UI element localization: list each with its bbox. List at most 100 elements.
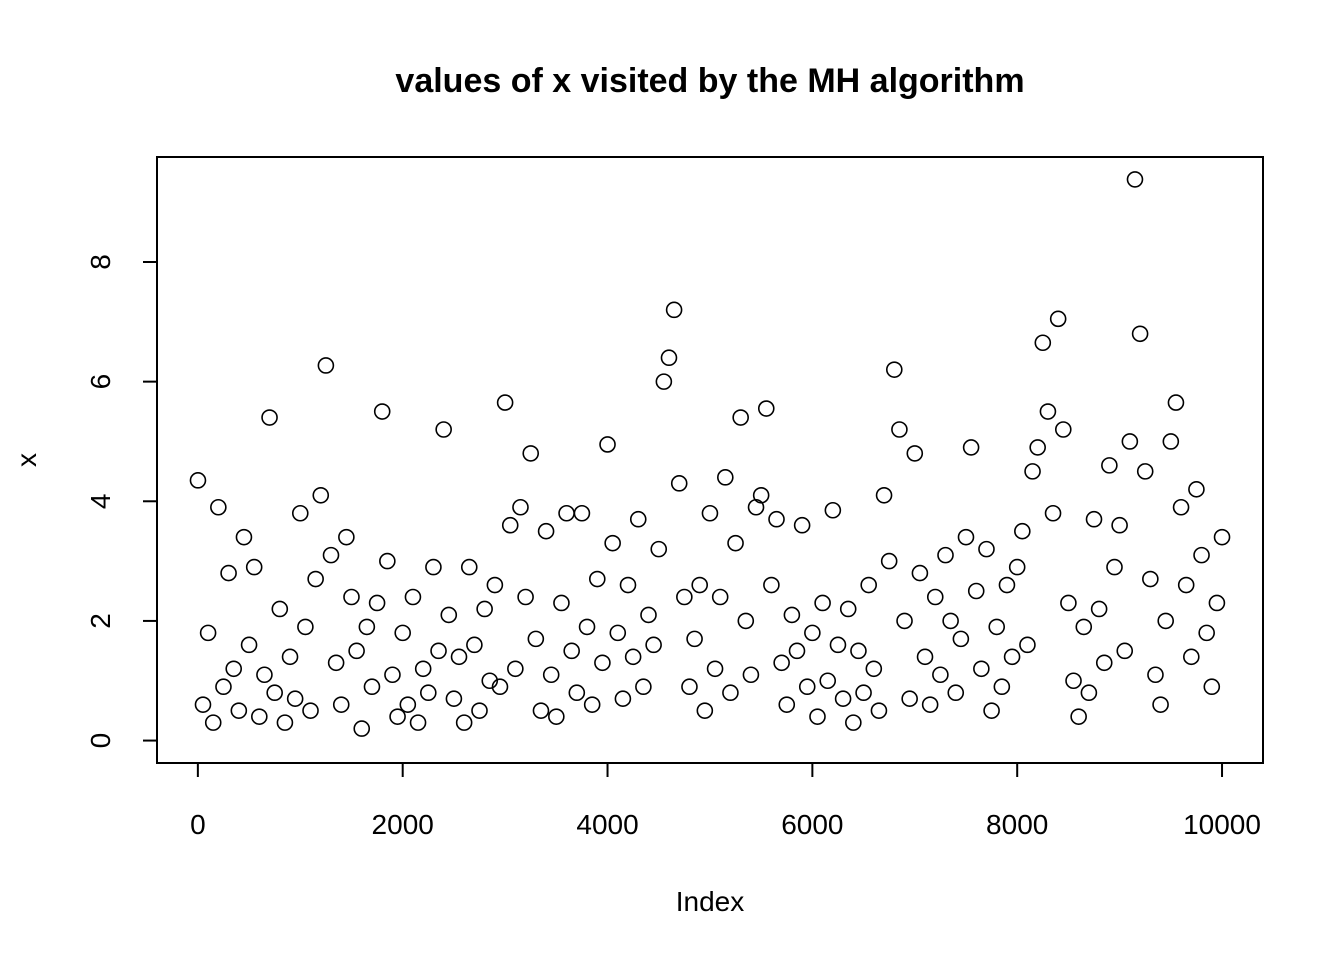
point (962, 439, 980, 456)
y-axis-label: x (11, 453, 42, 467)
point (665, 301, 683, 319)
point (512, 498, 529, 516)
point (1157, 612, 1175, 630)
point (901, 690, 918, 707)
point (189, 472, 207, 489)
point (670, 475, 688, 492)
point (717, 469, 734, 486)
point (220, 564, 237, 582)
point (773, 654, 790, 672)
point (1034, 334, 1052, 352)
point (573, 504, 591, 522)
point (629, 510, 647, 528)
point (399, 696, 417, 713)
point (875, 486, 893, 504)
point (1044, 504, 1062, 522)
point (491, 678, 509, 696)
point (1203, 678, 1221, 696)
point (420, 684, 437, 702)
x-tick-label: 4000 (576, 809, 638, 840)
point (686, 630, 703, 648)
point (983, 702, 1000, 719)
point (967, 582, 985, 600)
point (681, 678, 698, 696)
point (532, 702, 550, 719)
point (276, 714, 294, 731)
point (1080, 684, 1098, 702)
x-tick-label: 6000 (781, 809, 843, 840)
point (1147, 666, 1164, 684)
point (696, 702, 714, 719)
y-tick-label: 0 (85, 733, 116, 749)
point (978, 540, 995, 558)
point (855, 684, 872, 702)
point (676, 588, 693, 606)
point (1106, 558, 1123, 576)
point (466, 636, 483, 654)
point (737, 612, 755, 630)
point (788, 642, 806, 660)
point (199, 624, 217, 642)
point (553, 594, 570, 612)
point (1060, 594, 1077, 612)
point (1213, 528, 1231, 546)
point (793, 516, 811, 534)
y-tick-label: 8 (85, 254, 116, 270)
point (548, 708, 565, 725)
point (645, 636, 662, 654)
point (1070, 708, 1087, 725)
point (778, 696, 796, 713)
point (230, 702, 248, 719)
point (1121, 433, 1139, 450)
point (804, 624, 821, 642)
point (998, 576, 1016, 594)
point (583, 696, 601, 713)
point (921, 696, 939, 713)
point (880, 552, 898, 570)
point (225, 660, 243, 678)
point (404, 588, 422, 606)
point (1008, 558, 1026, 576)
x-tick-label: 8000 (986, 809, 1048, 840)
point (814, 594, 831, 612)
point (1126, 171, 1144, 188)
point (691, 576, 709, 594)
point (460, 558, 478, 576)
point (1019, 636, 1036, 654)
point (1183, 648, 1200, 666)
point (624, 648, 642, 666)
point (435, 421, 452, 438)
point (926, 588, 944, 606)
point (824, 501, 842, 519)
point (537, 522, 555, 540)
point (266, 684, 283, 702)
point (1003, 648, 1021, 666)
point (1039, 403, 1057, 420)
point (588, 570, 606, 588)
point (486, 576, 504, 594)
point (1111, 516, 1128, 534)
point (332, 696, 350, 713)
point (1024, 463, 1041, 480)
point (312, 486, 330, 504)
point (660, 349, 678, 367)
point (409, 714, 427, 731)
point (527, 630, 545, 648)
point (973, 660, 990, 678)
point (1054, 421, 1072, 438)
point (471, 702, 488, 719)
point (604, 534, 621, 552)
point (379, 552, 396, 570)
point (947, 684, 965, 702)
point (783, 606, 801, 624)
point (507, 660, 524, 678)
point (317, 357, 335, 374)
point (455, 714, 473, 731)
point (338, 528, 355, 546)
point (291, 504, 309, 522)
point (348, 642, 365, 660)
point (635, 678, 652, 696)
point (353, 720, 371, 737)
